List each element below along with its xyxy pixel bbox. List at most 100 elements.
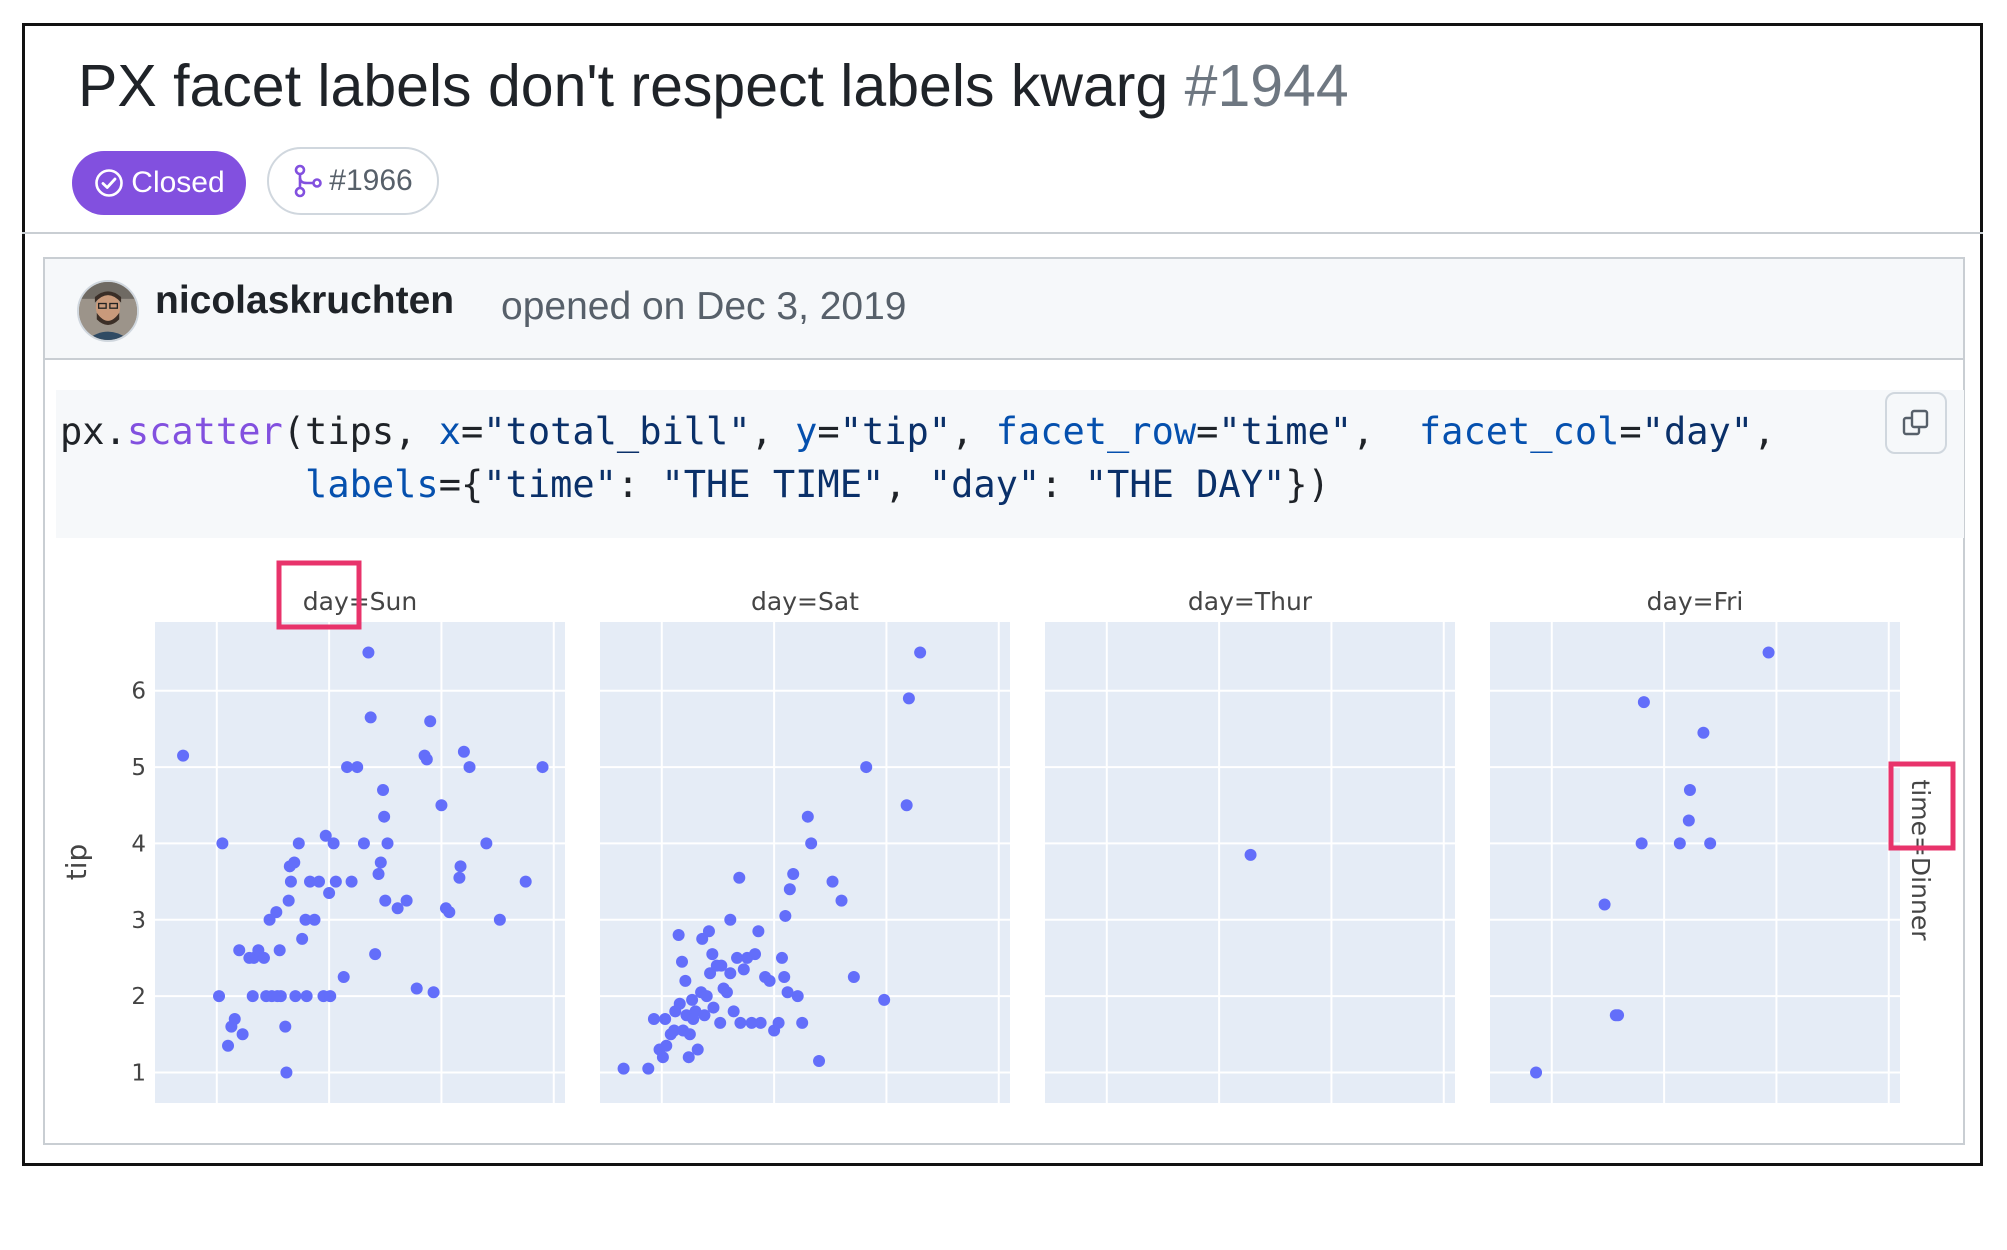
scatter-point [1612,1009,1625,1022]
code-token: "total_bill" [483,410,751,453]
code-token: : [616,463,662,506]
git-pull-request-icon [294,164,323,198]
scatter-point [263,913,276,926]
scatter-point [1762,646,1775,659]
scatter-point [686,993,699,1006]
facet-title: day=Sat [751,587,859,616]
scatter-point [847,971,860,984]
scatter-point [379,894,392,907]
y-tick-label: 6 [131,679,146,705]
scatter-point [749,948,762,961]
scatter-point [246,990,259,1003]
scatter-point [659,1013,672,1026]
scatter-point [720,986,733,999]
code-token: ={ [438,463,484,506]
code-token: "time" [1218,410,1353,453]
scatter-point [362,646,375,659]
code-token: = [460,410,484,453]
scatter-point [280,1066,293,1079]
scatter-point [914,646,927,659]
y-tick-label: 4 [131,831,146,857]
scatter-point [656,1051,669,1064]
scatter-point [1704,837,1717,850]
scatter-point [787,867,800,880]
scatter-point [300,990,313,1003]
y-tick-label: 3 [131,908,146,934]
scatter-point [679,974,692,987]
scatter-point [715,959,728,972]
linked-pr-chip[interactable]: #1966 [267,147,439,215]
highlight-box-row-label [1888,761,1956,851]
scatter-point [228,1013,241,1026]
scatter-point [700,990,713,1003]
scatter-point [672,929,685,942]
scatter-point [778,971,791,984]
scatter-point [1697,726,1710,739]
scatter-point [1244,848,1257,861]
code-token: = [1196,410,1219,453]
scatter-point [733,871,746,884]
code-token: "day" [1641,410,1754,453]
avatar[interactable] [77,280,139,342]
code-token: "time" [483,463,617,506]
scatter-point [642,1062,655,1075]
copy-icon [1902,409,1929,436]
scatter-point [289,990,302,1003]
scatter-point [369,948,382,961]
scatter-point [796,1016,809,1029]
scatter-point [737,963,750,976]
facet-panel-bg [1045,622,1455,1103]
scatter-point [351,761,364,774]
code-token: , [750,410,796,453]
code-token: facet_col [1418,410,1620,453]
copy-button[interactable] [1885,392,1947,454]
scatter-point [213,990,226,1003]
scatter-point [308,913,321,926]
scatter-point [691,1043,704,1056]
scatter-point [284,875,297,888]
scatter-point [676,955,688,968]
code-token: = [817,410,840,453]
scatter-point [260,990,273,1003]
code-token: "day" [928,463,1041,506]
issue-title-text: PX facet labels don't respect labels kwa… [78,53,1169,119]
scatter-point [341,761,354,774]
code-line-2: labels={"time": "THE TIME", "day": "THE … [60,463,1330,506]
closed-state-badge[interactable]: Closed [72,151,246,215]
scatter-point [727,1005,740,1018]
scatter-point [454,860,467,873]
scatter-point [902,692,915,705]
scatter-point [1530,1066,1543,1079]
scatter-point [435,799,448,812]
check-circle-icon [95,169,124,197]
code-token: "THE DAY" [1084,463,1286,506]
scatter-point [453,871,466,884]
scatter-point [1673,837,1686,850]
code-token: = [1619,410,1642,453]
scatter-point [296,932,309,945]
y-tick-label: 5 [131,755,146,781]
scatter-point [345,875,358,888]
scatter-point [236,1028,249,1041]
scatter-point [647,1013,660,1026]
scatter-point [698,1009,711,1022]
scatter-point [480,837,493,850]
code-token: facet_row [995,410,1197,453]
scatter-point [279,1020,292,1033]
facet-title: day=Fri [1647,587,1744,616]
scatter-point [457,745,470,758]
scatter-point [222,1039,235,1052]
scatter-point [752,925,765,938]
author-name[interactable]: nicolaskruchten [155,279,455,322]
scatter-point [779,909,792,922]
scatter-point [775,951,788,964]
scatter-point [745,1016,758,1029]
scatter-point [826,875,839,888]
scatter-point [313,875,325,888]
issue-number: #1944 [1184,53,1349,119]
state-label: Closed [131,166,225,199]
scatter-point [463,761,476,774]
scatter-point [319,829,332,842]
scatter-point [754,1016,767,1029]
